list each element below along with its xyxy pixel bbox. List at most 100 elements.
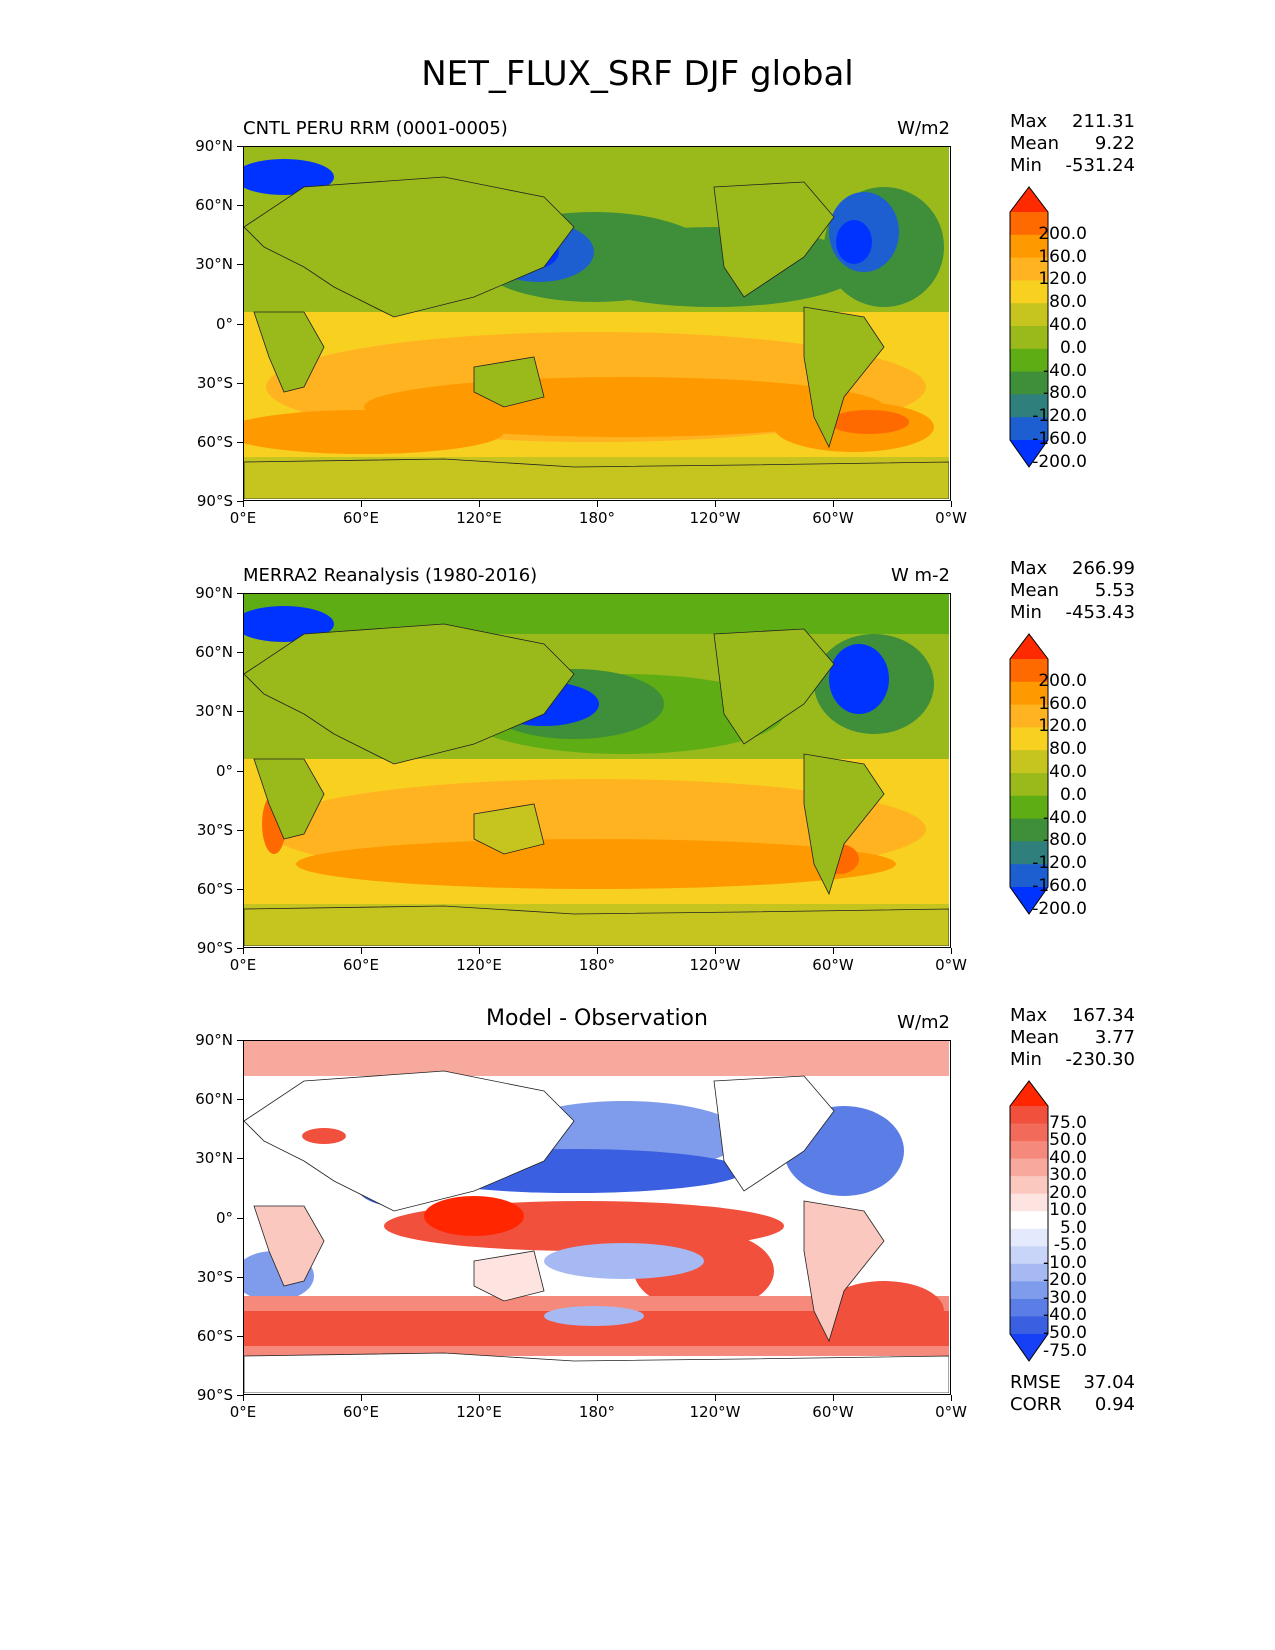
colorbar-segment [1010,1211,1048,1230]
y-tick-label: 60°N [195,1090,233,1109]
y-tick [237,146,243,147]
colorbar-svg [1009,1080,1049,1362]
colorbar-segment [1010,1176,1048,1195]
x-tick-label: 60°E [342,956,380,974]
colorbar-label: -30.0 [1043,1287,1087,1308]
colorbar-label: -80.0 [1043,830,1087,851]
colorbar-label: 20.0 [1049,1182,1087,1203]
colorbar-label: -200.0 [1032,451,1087,472]
colorbar-label: 160.0 [1038,693,1087,714]
y-tick-label: 90°S [196,492,233,510]
colorbar-label: -10.0 [1043,1252,1087,1273]
colorbar-label: 40.0 [1049,315,1087,335]
map-difference [243,1040,951,1395]
x-tick [951,948,952,954]
colorbar-segment [1010,257,1048,281]
y-tick-label: 60°S [196,432,233,451]
x-tick-label: 120°W [689,956,741,974]
colorbar-segment [1010,1316,1048,1335]
figure-title: NET_FLUX_SRF DJF global [421,54,854,94]
colorbar-segment [1010,818,1048,842]
x-tick-label: 120°E [456,956,502,974]
y-tick [237,711,243,713]
x-tick [479,501,480,507]
colorbar-segment [1010,1298,1048,1317]
colorbar-label: 120.0 [1038,269,1087,290]
colorbar-segment [1010,371,1048,395]
y-tick-label: 60°S [196,1326,233,1345]
colorbar-segment [1010,750,1048,774]
colorbar-segment [1010,773,1048,797]
colorbar-segment [1010,348,1048,373]
colorbar-label: -40.0 [1043,807,1087,828]
y-tick [237,382,243,384]
x-tick [597,948,598,954]
y-tick-label: 90°N [195,137,233,155]
stats-box: Max 167.34 Mean 3.77 Min -230.30 [1010,1005,1135,1071]
x-tick [361,501,362,507]
colorbar-label: 80.0 [1049,292,1087,313]
colorbar-segment [1010,280,1048,304]
mean-label: Mean [1010,580,1060,601]
colorbar-label: 10.0 [1049,1200,1087,1221]
stats-box: Max 211.31 Mean 9.22 Min -531.24 [1010,111,1135,177]
y-tick [237,829,243,831]
colorbar-segment [1010,681,1048,706]
colorbar-segment [1010,1263,1048,1282]
x-tick-label: 0°W [935,956,967,974]
colorbar-label: -120.0 [1032,853,1087,874]
x-tick [833,1395,834,1401]
stats-box: Max 266.99 Mean 5.53 Min -453.43 [1010,558,1135,624]
colorbar-segment [1010,1281,1048,1300]
map-model [243,146,951,501]
mean-value: 3.77 [1094,1027,1135,1048]
y-tick-label: 90°N [195,584,233,602]
colorbar-label: -40.0 [1043,1305,1087,1326]
colorbar-label: 80.0 [1049,739,1087,760]
min-value: -531.24 [1065,155,1135,176]
colorbar-label: -5.0 [1053,1235,1087,1256]
colorbar-segment [1010,234,1048,259]
colorbar-segment [1010,841,1048,865]
x-tick [833,948,834,954]
y-tick [237,441,243,443]
colorbar-segment [1010,1123,1048,1142]
colorbar-svg [1009,633,1049,915]
x-tick [243,1395,244,1401]
y-tick-label: 30°N [195,1149,233,1168]
y-tick-label: 30°S [196,1267,233,1286]
colorbar-label: -20.0 [1043,1270,1087,1291]
mean-label: Mean [1010,1027,1060,1048]
y-tick [237,948,243,949]
panel-units: W m-2 [890,565,950,586]
colorbar-label: -50.0 [1043,1323,1087,1343]
x-tick-label: 120°E [456,509,502,527]
colorbar-segment [1010,1141,1048,1160]
y-tick [237,264,243,266]
colorbar-outline [1009,186,1049,468]
map-observation [243,593,951,948]
x-tick [715,948,716,954]
colorbar-label: 200.0 [1038,223,1087,244]
colorbar-segment [1010,659,1048,683]
y-tick-label: 0° [215,1208,233,1227]
y-tick [237,1395,243,1396]
y-tick [237,888,243,890]
x-tick [361,1395,362,1401]
mean-value: 5.53 [1094,580,1135,601]
x-tick [597,501,598,507]
x-tick [715,501,716,507]
colorbar-segment [1010,704,1048,728]
x-tick [833,501,834,507]
y-tick [237,652,243,654]
colorbar-extend-max [1010,634,1048,659]
colorbar-label: -120.0 [1032,406,1087,427]
x-tick-label: 0°W [935,509,967,527]
y-tick [237,1276,243,1278]
x-tick-label: 0°E [229,956,257,974]
colorbar-segment [1010,1193,1048,1212]
x-tick [243,501,244,507]
y-tick [237,593,243,594]
panel-units: W/m2 [897,118,950,139]
panel-units: W/m2 [897,1012,950,1033]
